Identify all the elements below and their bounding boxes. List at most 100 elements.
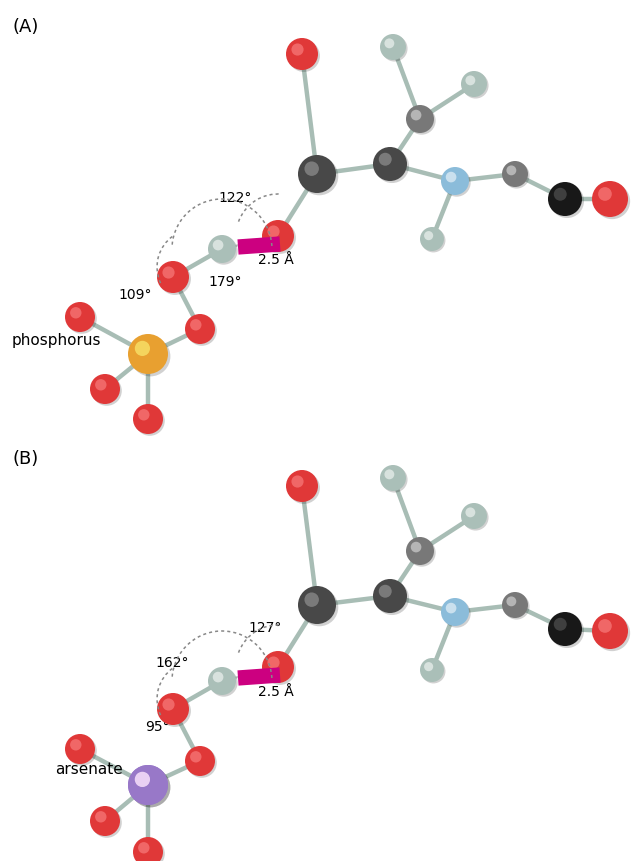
Circle shape — [190, 752, 201, 763]
Circle shape — [91, 376, 122, 406]
Circle shape — [424, 662, 433, 672]
Circle shape — [159, 263, 191, 295]
Circle shape — [592, 613, 628, 649]
Circle shape — [502, 162, 528, 188]
Text: 122°: 122° — [218, 191, 251, 205]
Circle shape — [128, 335, 168, 375]
Circle shape — [373, 148, 407, 182]
Text: 127°: 127° — [248, 620, 281, 635]
Circle shape — [550, 185, 584, 219]
Circle shape — [133, 405, 163, 435]
Circle shape — [375, 581, 409, 616]
Circle shape — [135, 772, 150, 787]
Circle shape — [554, 618, 567, 631]
Circle shape — [135, 406, 165, 437]
Circle shape — [466, 508, 475, 517]
Circle shape — [594, 616, 630, 652]
Circle shape — [91, 808, 122, 838]
Circle shape — [292, 45, 304, 57]
Circle shape — [135, 772, 150, 787]
Circle shape — [288, 40, 320, 73]
Circle shape — [408, 108, 435, 135]
Circle shape — [262, 220, 294, 253]
Circle shape — [422, 660, 445, 684]
Circle shape — [138, 410, 150, 421]
Circle shape — [213, 672, 223, 683]
Circle shape — [162, 267, 175, 279]
Circle shape — [208, 667, 236, 695]
Circle shape — [411, 542, 422, 553]
Circle shape — [463, 73, 488, 99]
Circle shape — [138, 842, 150, 853]
Circle shape — [461, 504, 487, 530]
Circle shape — [507, 597, 516, 607]
Circle shape — [502, 592, 528, 618]
Text: phosphorus: phosphorus — [12, 332, 102, 347]
Circle shape — [408, 539, 435, 567]
Circle shape — [157, 262, 189, 294]
Circle shape — [504, 594, 529, 620]
Text: arsenate: arsenate — [55, 762, 123, 777]
Circle shape — [411, 110, 422, 121]
Circle shape — [443, 170, 471, 197]
Circle shape — [382, 467, 408, 493]
Circle shape — [420, 228, 444, 251]
Circle shape — [300, 589, 338, 627]
Circle shape — [592, 182, 628, 218]
Circle shape — [286, 470, 318, 503]
Circle shape — [70, 740, 81, 751]
Circle shape — [443, 600, 471, 628]
Circle shape — [375, 150, 409, 184]
Circle shape — [70, 307, 81, 319]
Circle shape — [382, 36, 408, 63]
Circle shape — [305, 592, 319, 607]
Circle shape — [305, 162, 319, 177]
Circle shape — [162, 698, 175, 711]
Circle shape — [384, 470, 394, 480]
Circle shape — [598, 619, 612, 633]
Circle shape — [422, 229, 445, 253]
Circle shape — [554, 189, 567, 201]
Circle shape — [133, 837, 163, 861]
Circle shape — [65, 303, 95, 332]
Text: 109°: 109° — [118, 288, 151, 301]
Circle shape — [300, 158, 338, 196]
Circle shape — [209, 669, 238, 697]
Circle shape — [213, 240, 223, 251]
Text: (B): (B) — [12, 449, 38, 468]
Circle shape — [286, 39, 318, 71]
Circle shape — [135, 342, 150, 356]
Circle shape — [594, 184, 630, 220]
Circle shape — [441, 598, 469, 626]
Text: 179°: 179° — [208, 275, 242, 288]
Circle shape — [190, 319, 201, 331]
Circle shape — [406, 106, 434, 133]
Circle shape — [135, 839, 165, 861]
Circle shape — [424, 232, 433, 241]
Circle shape — [185, 314, 215, 344]
Circle shape — [264, 223, 296, 255]
Circle shape — [380, 35, 406, 61]
Circle shape — [187, 748, 217, 777]
Circle shape — [268, 226, 280, 238]
Circle shape — [264, 653, 296, 685]
Text: 2.5 Å: 2.5 Å — [258, 253, 294, 267]
Circle shape — [384, 40, 394, 49]
Circle shape — [90, 375, 120, 405]
Circle shape — [67, 305, 97, 334]
Circle shape — [157, 693, 189, 725]
Circle shape — [95, 811, 107, 822]
Circle shape — [90, 806, 120, 836]
Circle shape — [550, 615, 584, 648]
Circle shape — [128, 765, 168, 805]
Circle shape — [67, 736, 97, 766]
Circle shape — [461, 72, 487, 98]
Circle shape — [548, 183, 582, 217]
Circle shape — [95, 380, 107, 391]
Text: 2.5 Å: 2.5 Å — [258, 684, 294, 698]
Circle shape — [185, 746, 215, 776]
Circle shape — [208, 236, 236, 263]
Circle shape — [65, 734, 95, 764]
Circle shape — [298, 156, 336, 194]
Circle shape — [548, 612, 582, 647]
